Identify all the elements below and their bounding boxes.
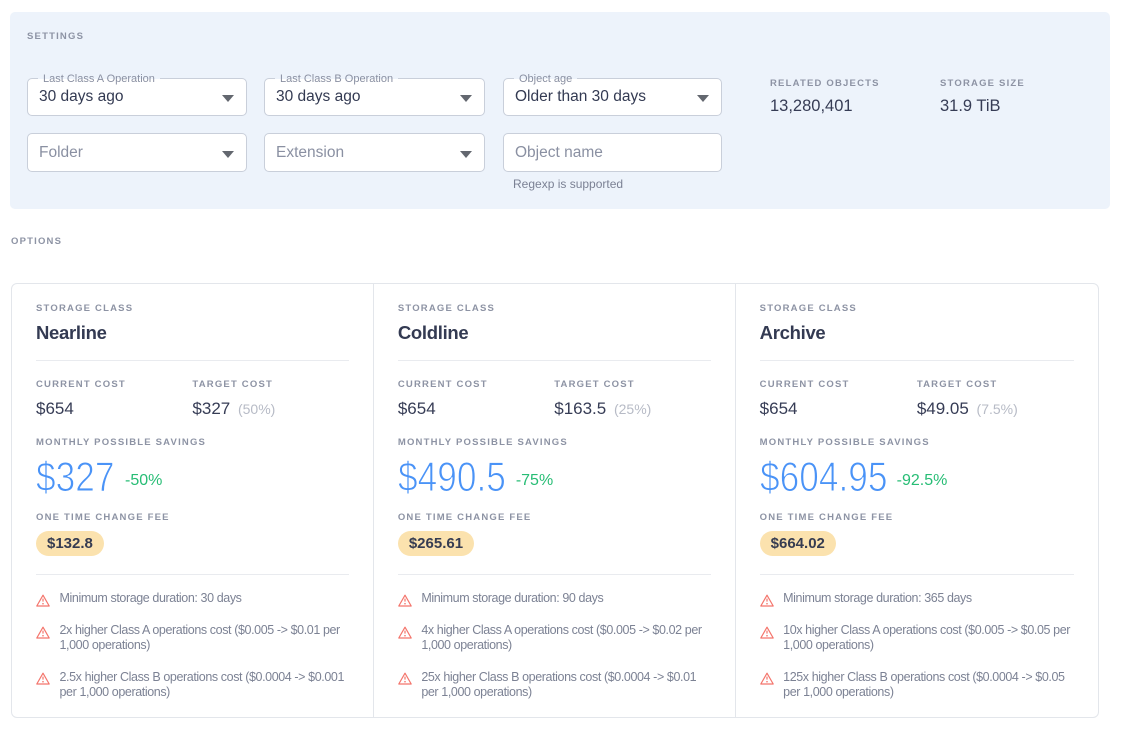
svg-text:$490.5: $490.5	[398, 454, 506, 501]
svg-text:$327: $327	[36, 454, 114, 501]
svg-text:$604.95: $604.95	[760, 454, 887, 501]
